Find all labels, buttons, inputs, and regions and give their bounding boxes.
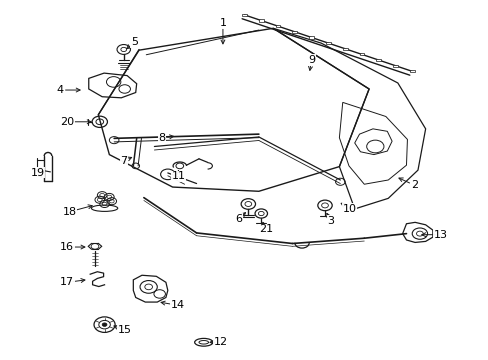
Text: 1: 1: [219, 18, 226, 28]
Polygon shape: [292, 31, 297, 33]
Text: 2: 2: [410, 180, 417, 190]
Polygon shape: [325, 42, 330, 44]
Polygon shape: [392, 65, 397, 67]
Polygon shape: [376, 59, 380, 61]
Text: 15: 15: [118, 325, 131, 335]
Text: 10: 10: [342, 204, 356, 214]
Circle shape: [102, 323, 107, 327]
Text: 17: 17: [60, 277, 74, 287]
Text: 6: 6: [235, 214, 242, 224]
Ellipse shape: [91, 205, 118, 211]
Polygon shape: [342, 48, 347, 50]
Text: 11: 11: [171, 171, 185, 181]
Text: 18: 18: [62, 207, 77, 217]
Text: 5: 5: [130, 37, 138, 48]
Polygon shape: [409, 70, 414, 72]
Text: 12: 12: [213, 337, 227, 347]
Text: 13: 13: [433, 230, 447, 240]
Polygon shape: [242, 14, 246, 16]
Text: 4: 4: [56, 85, 63, 95]
Text: 9: 9: [307, 55, 314, 65]
Text: 21: 21: [259, 224, 273, 234]
Text: 14: 14: [170, 300, 184, 310]
Polygon shape: [275, 25, 280, 27]
Text: 7: 7: [120, 156, 127, 166]
Text: 20: 20: [60, 117, 74, 127]
Text: 19: 19: [30, 168, 44, 178]
Text: 3: 3: [326, 216, 334, 226]
Polygon shape: [359, 53, 364, 55]
Text: 16: 16: [60, 242, 74, 252]
Text: 8: 8: [158, 133, 165, 143]
Polygon shape: [258, 19, 263, 22]
Polygon shape: [308, 36, 313, 39]
